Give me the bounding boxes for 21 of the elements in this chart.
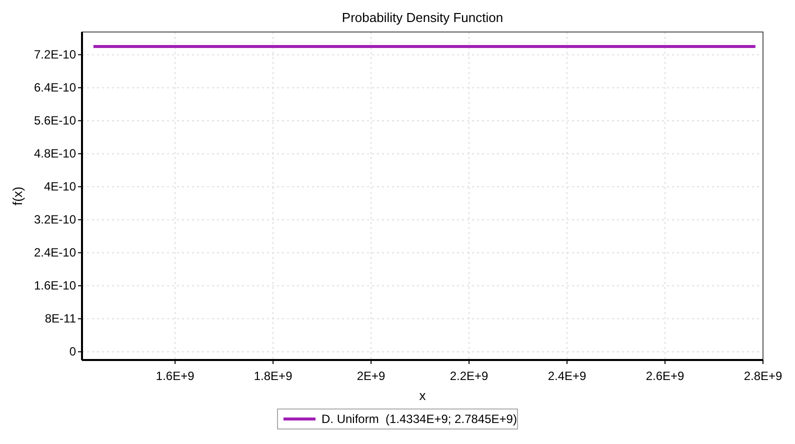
y-tick-label: 1.6E-10: [34, 278, 76, 293]
x-tick-label: 2E+9: [356, 369, 386, 383]
y-tick-label: 3.2E-10: [34, 212, 76, 227]
y-tick-label: 0: [69, 344, 76, 359]
y-tick-label: 2.4E-10: [34, 246, 76, 260]
x-axis-title: x: [419, 388, 426, 403]
y-tick-label: 8E-11: [44, 312, 76, 326]
legend-label: D. Uniform (1.4334E+9; 2.7845E+9): [322, 412, 517, 426]
x-tick-label: 2.6E+9: [646, 369, 685, 383]
x-tick-label: 1.8E+9: [254, 369, 293, 383]
x-tick-label: 1.6E+9: [156, 369, 195, 383]
chart-title: Probability Density Function: [342, 10, 504, 25]
y-tick-label: 5.6E-10: [34, 114, 76, 128]
y-axis-title: f(x): [10, 186, 25, 206]
x-tick-label: 2.8E+9: [744, 369, 783, 383]
y-tick-label: 4.8E-10: [34, 146, 76, 161]
x-tick-label: 2.2E+9: [450, 369, 489, 383]
x-tick-label: 2.4E+9: [548, 369, 587, 383]
y-tick-label: 6.4E-10: [34, 80, 76, 95]
y-tick-label: 7.2E-10: [34, 48, 76, 62]
y-tick-label: 4E-10: [44, 180, 76, 194]
